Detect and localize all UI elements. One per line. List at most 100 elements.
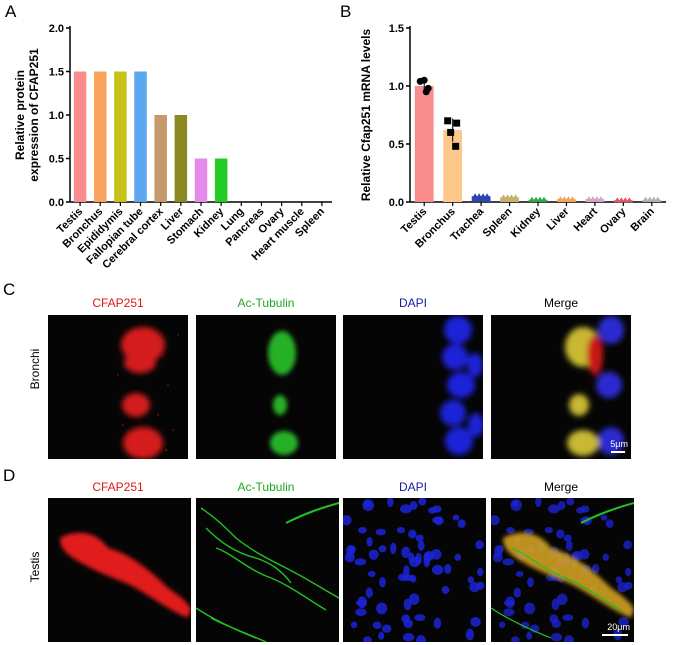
y-tick-label: 0.0 [49, 197, 64, 209]
d-label-dapi: DAPI [398, 480, 427, 494]
nucleus [520, 621, 530, 630]
panel-letter-c: C [3, 280, 16, 299]
data-point [480, 193, 487, 199]
nucleus [409, 501, 418, 510]
y-tick-label: 0.0 [389, 197, 404, 209]
nucleus [600, 514, 608, 521]
nucleus [476, 581, 485, 590]
nucleus [375, 528, 386, 536]
nucleus [557, 501, 566, 510]
data-point [537, 196, 543, 202]
d-scalebar-label: 20μm [607, 622, 630, 632]
bar [174, 115, 188, 202]
nucleus [423, 555, 431, 568]
bar [114, 71, 127, 202]
data-point [650, 196, 657, 202]
nucleus [378, 545, 387, 553]
d-scalebar-line [602, 634, 628, 636]
data-point [508, 194, 515, 200]
data-point [529, 196, 535, 202]
data-point [541, 196, 547, 202]
data-point [585, 196, 592, 202]
nucleus [350, 621, 358, 629]
nucleus [418, 498, 427, 506]
data-point [472, 193, 479, 199]
data-point [569, 196, 576, 202]
nucleus [343, 515, 352, 526]
panel-letter-a: A [5, 2, 17, 21]
nucleus [511, 636, 520, 642]
nucleus [365, 587, 373, 598]
panel-letter-d: D [3, 466, 16, 485]
nucleus [358, 526, 367, 534]
data-point [589, 196, 596, 202]
nucleus [581, 617, 590, 629]
d-image-cfap251 [48, 498, 191, 642]
d-label-merge: Merge [543, 480, 578, 494]
data-point [646, 196, 653, 202]
nucleus [498, 621, 506, 629]
bar [471, 196, 491, 202]
nucleus [381, 624, 392, 633]
nucleus [433, 617, 442, 629]
nucleus [417, 540, 425, 551]
c-image-actubulin [196, 315, 336, 459]
nucleus [602, 553, 610, 561]
nucleus [376, 602, 388, 615]
c-label-dapi: DAPI [398, 296, 427, 310]
y-tick-label: 1.0 [49, 110, 64, 122]
data-point [626, 197, 633, 203]
nucleus [379, 577, 386, 588]
nucleus [441, 585, 450, 595]
d-label-cfap251: CFAP251 [92, 480, 144, 494]
c-scalebar-line [611, 451, 625, 453]
nucleus [491, 515, 500, 526]
data-point [504, 194, 511, 200]
x-tick-label: Brain [629, 205, 658, 234]
nucleus [368, 549, 379, 560]
nucleus [623, 540, 632, 550]
nucleus [618, 616, 629, 627]
c-image-cfap251 [48, 315, 188, 459]
nucleus [431, 549, 442, 560]
x-tick-label: Heart [572, 205, 601, 234]
nucleus [452, 514, 460, 521]
nucleus [551, 619, 562, 629]
nucleus [562, 614, 574, 622]
data-point [614, 197, 621, 203]
nucleus [475, 540, 484, 550]
data-point [593, 196, 600, 202]
d-image-dapi [343, 498, 486, 642]
nucleus [470, 616, 481, 627]
nucleus [511, 500, 519, 507]
c-image-dapi [343, 315, 483, 459]
nucleus [390, 542, 397, 555]
data-point [642, 196, 649, 202]
nucleus [513, 587, 521, 598]
nucleus [556, 529, 565, 539]
x-tick-label: Liver [544, 205, 572, 233]
nucleus [372, 621, 382, 630]
y-tick-label: 0.5 [389, 139, 404, 151]
nucleus [428, 507, 437, 514]
nucleus [506, 526, 515, 534]
bar [154, 115, 167, 202]
c-label-actubulin: Ac-Tubulin [237, 296, 295, 310]
nucleus [357, 596, 367, 609]
nucleus [363, 636, 372, 642]
bar [73, 71, 87, 202]
nucleus [408, 593, 420, 605]
data-point [444, 117, 452, 125]
nucleus [565, 540, 573, 551]
c-image-merge: 5μm [491, 315, 631, 459]
nucleus [367, 570, 376, 578]
nucleus [408, 529, 417, 539]
nucleus [579, 549, 590, 560]
nucleus [402, 633, 415, 642]
c-label-merge: Merge [543, 296, 578, 310]
nucleus [477, 567, 484, 577]
nucleus [624, 581, 633, 590]
bar [194, 158, 208, 202]
x-tick-label: Ovary [598, 205, 629, 236]
nucleus [529, 624, 540, 633]
